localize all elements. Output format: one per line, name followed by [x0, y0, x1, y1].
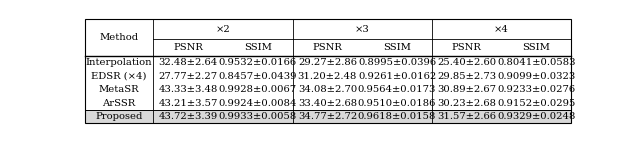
Text: EDSR (×4): EDSR (×4)	[92, 72, 147, 81]
Text: PSNR: PSNR	[312, 43, 342, 52]
Text: 33.40±2.68: 33.40±2.68	[298, 99, 357, 108]
Text: 0.9261±0.0162: 0.9261±0.0162	[358, 72, 436, 81]
Text: MetaSR: MetaSR	[99, 85, 140, 94]
Text: 0.9233±0.0276: 0.9233±0.0276	[497, 85, 575, 94]
Text: 30.89±2.67: 30.89±2.67	[437, 85, 496, 94]
Text: 0.9618±0.0158: 0.9618±0.0158	[358, 112, 436, 121]
Text: 30.23±2.68: 30.23±2.68	[437, 99, 496, 108]
Text: Method: Method	[100, 33, 139, 42]
Text: PSNR: PSNR	[173, 43, 203, 52]
Text: SSIM: SSIM	[522, 43, 550, 52]
Text: 29.27±2.86: 29.27±2.86	[298, 58, 357, 67]
Text: ×3: ×3	[355, 25, 369, 34]
Text: 0.9924±0.0084: 0.9924±0.0084	[219, 99, 297, 108]
Text: Proposed: Proposed	[95, 112, 143, 121]
Text: 0.9928±0.0067: 0.9928±0.0067	[219, 85, 297, 94]
Text: 32.48±2.64: 32.48±2.64	[159, 58, 218, 67]
Text: 43.72±3.39: 43.72±3.39	[159, 112, 218, 121]
Bar	[85, 110, 571, 123]
Text: ArSSR: ArSSR	[102, 99, 136, 108]
Text: 29.85±2.73: 29.85±2.73	[437, 72, 496, 81]
Text: 31.20±2.48: 31.20±2.48	[298, 72, 357, 81]
Text: 0.9152±0.0295: 0.9152±0.0295	[497, 99, 575, 108]
Text: ×4: ×4	[494, 25, 509, 34]
Text: 0.8457±0.0439: 0.8457±0.0439	[219, 72, 297, 81]
Text: Interpolation: Interpolation	[86, 58, 152, 67]
Text: 0.9532±0.0166: 0.9532±0.0166	[219, 58, 297, 67]
Text: 0.9564±0.0173: 0.9564±0.0173	[358, 85, 436, 94]
Text: 31.57±2.66: 31.57±2.66	[437, 112, 496, 121]
Text: 0.9329±0.0248: 0.9329±0.0248	[497, 112, 575, 121]
Text: 25.40±2.60: 25.40±2.60	[437, 58, 496, 67]
Text: 0.8995±0.0396: 0.8995±0.0396	[358, 58, 436, 67]
Text: SSIM: SSIM	[244, 43, 272, 52]
Text: SSIM: SSIM	[383, 43, 411, 52]
Text: ×2: ×2	[216, 25, 230, 34]
Text: 0.9933±0.0058: 0.9933±0.0058	[219, 112, 297, 121]
Text: 27.77±2.27: 27.77±2.27	[159, 72, 218, 81]
Text: 0.9510±0.0186: 0.9510±0.0186	[358, 99, 436, 108]
Text: 0.8041±0.0583: 0.8041±0.0583	[497, 58, 575, 67]
Text: 43.33±3.48: 43.33±3.48	[159, 85, 218, 94]
Text: 34.77±2.72: 34.77±2.72	[298, 112, 357, 121]
Text: 43.21±3.57: 43.21±3.57	[159, 99, 218, 108]
Text: 34.08±2.70: 34.08±2.70	[298, 85, 357, 94]
Text: PSNR: PSNR	[452, 43, 481, 52]
Text: 0.9099±0.0323: 0.9099±0.0323	[497, 72, 575, 81]
